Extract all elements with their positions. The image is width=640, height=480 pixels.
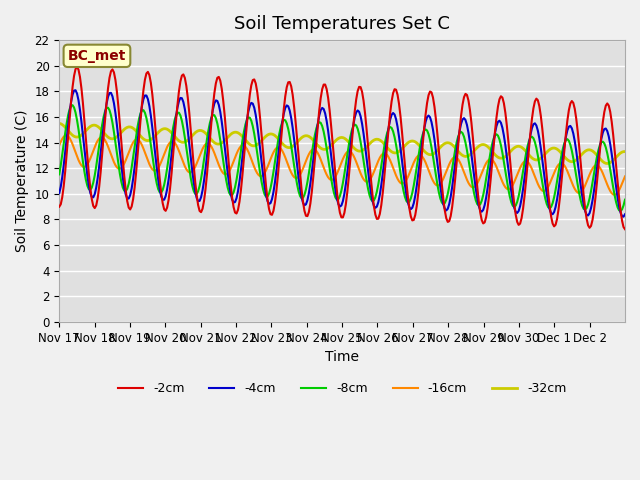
X-axis label: Time: Time (325, 350, 359, 364)
Title: Soil Temperatures Set C: Soil Temperatures Set C (234, 15, 450, 33)
Y-axis label: Soil Temperature (C): Soil Temperature (C) (15, 110, 29, 252)
Text: BC_met: BC_met (68, 49, 126, 63)
Legend: -2cm, -4cm, -8cm, -16cm, -32cm: -2cm, -4cm, -8cm, -16cm, -32cm (113, 377, 572, 400)
